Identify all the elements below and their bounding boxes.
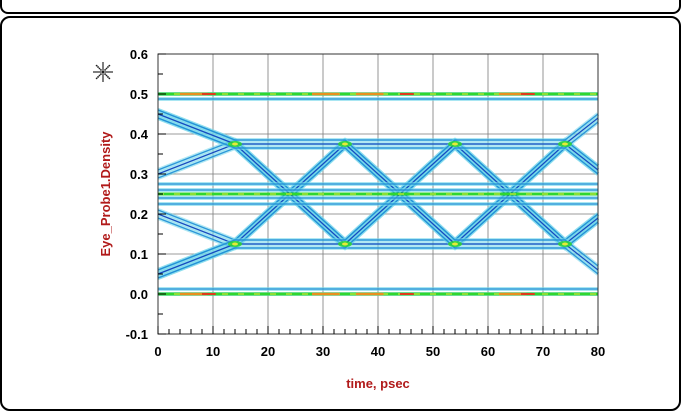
x-tick-label: 10 xyxy=(206,344,220,359)
x-axis-title: time, psec xyxy=(346,376,410,391)
y-tick-label: 0.1 xyxy=(130,247,148,262)
level-band xyxy=(158,92,598,101)
crossing-hotspot-core xyxy=(342,242,348,246)
x-tick-label: 20 xyxy=(261,344,275,359)
x-tick-label: 40 xyxy=(371,344,385,359)
y-tick-label: -0.1 xyxy=(126,327,148,342)
crossing-hotspot-core xyxy=(232,242,238,246)
x-tick-labels: 0 10 20 30 40 50 60 70 80 xyxy=(154,344,605,359)
crossing-hotspot-core xyxy=(232,142,238,146)
x-tick-label: 60 xyxy=(481,344,495,359)
sparkle-icon xyxy=(93,62,113,82)
axes xyxy=(157,53,599,335)
x-tick-label: 70 xyxy=(536,344,550,359)
eye-traces xyxy=(157,92,600,296)
crossing-hotspot-core xyxy=(562,242,568,246)
y-tick-label: 0.5 xyxy=(130,87,148,102)
y-tick-label: 0.6 xyxy=(130,47,148,62)
crossing-hotspot-core xyxy=(452,242,458,246)
y-tick-label: 0.4 xyxy=(130,127,149,142)
crossing-hotspot-core xyxy=(342,142,348,146)
y-tick-labels: -0.1 0.0 0.1 0.2 0.3 0.4 0.5 0.6 xyxy=(126,47,149,342)
y-tick-label: 0.2 xyxy=(130,207,148,222)
level-band xyxy=(158,182,598,206)
y-axis-title: Eye_Probe1.Density xyxy=(98,131,113,257)
eye-diagram-chart: -0.1 0.0 0.1 0.2 0.3 0.4 0.5 0.6 0 10 20 30 40 50 60 7… xyxy=(93,47,605,391)
crossing-hotspot-core xyxy=(452,142,458,146)
x-tick-label: 50 xyxy=(426,344,440,359)
x-tick-label: 30 xyxy=(316,344,330,359)
x-tick-label: 80 xyxy=(591,344,605,359)
top-panel-frame xyxy=(0,0,681,14)
level-band xyxy=(158,287,598,296)
y-tick-label: 0.0 xyxy=(130,287,148,302)
x-tick-label: 0 xyxy=(154,344,161,359)
y-tick-label: 0.3 xyxy=(130,167,148,182)
crossing-hotspot-core xyxy=(562,142,568,146)
